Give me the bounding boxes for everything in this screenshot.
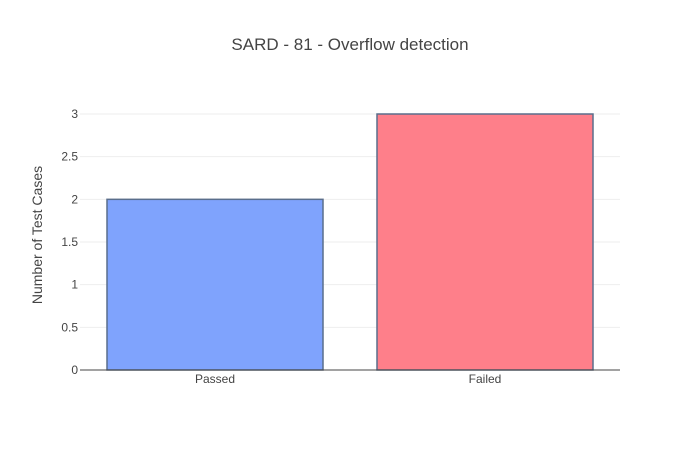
y-tick-label: 2.5 xyxy=(61,150,78,164)
y-tick-label: 0.5 xyxy=(61,320,78,334)
y-tick-label: 3 xyxy=(71,107,78,121)
x-tick-labels: Passed Failed xyxy=(195,372,501,386)
chart-title: SARD - 81 - Overflow detection xyxy=(231,35,468,54)
x-tick-label: Passed xyxy=(195,372,235,386)
bar-layer xyxy=(106,113,594,371)
y-tick-label: 1.5 xyxy=(61,235,78,249)
y-tick-labels: 0 0.5 1 1.5 2 2.5 3 xyxy=(61,107,78,377)
bar-passed xyxy=(106,198,324,371)
y-axis-label: Number of Test Cases xyxy=(29,166,45,304)
bar-failed xyxy=(376,113,594,371)
y-tick-label: 1 xyxy=(71,278,78,292)
x-tick-label: Failed xyxy=(469,372,502,386)
y-tick-label: 0 xyxy=(71,363,78,377)
y-tick-label: 2 xyxy=(71,192,78,206)
